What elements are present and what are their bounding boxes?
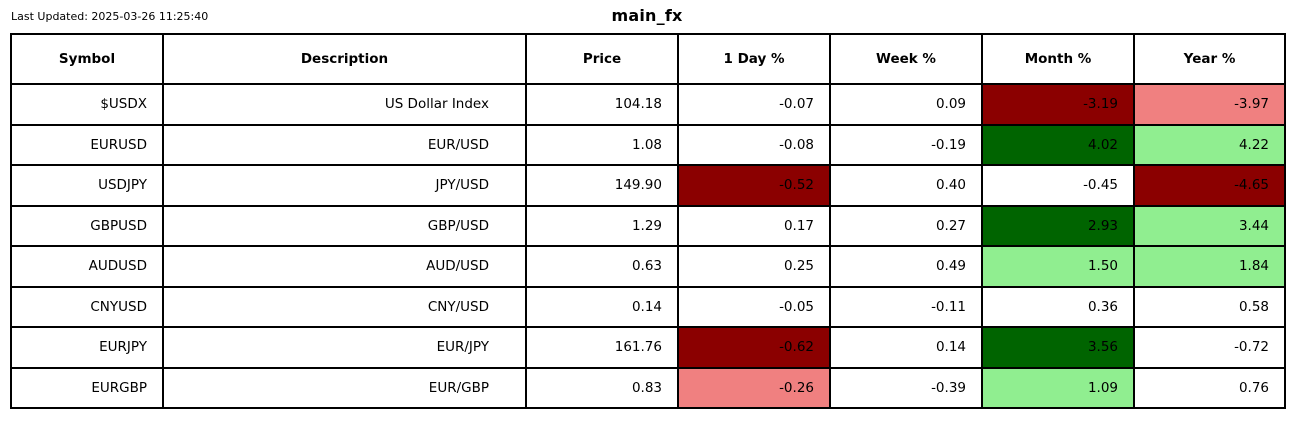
table-cell: 161.76	[525, 326, 679, 369]
table-cell: AUDUSD	[10, 245, 164, 288]
table-cell: 1.08	[525, 123, 679, 166]
header-row: Symbol Description Price 1 Day % Week % Month…	[10, 33, 1286, 85]
table-cell: 0.25	[677, 245, 831, 288]
table-cell: 0.14	[829, 326, 983, 369]
table-cell: 149.90	[525, 164, 679, 207]
table-cell: -0.07	[677, 83, 831, 126]
table-cell: $USDX	[10, 83, 164, 126]
table-cell: 1.50	[981, 245, 1135, 288]
table-cell: EUR/GBP	[162, 366, 527, 409]
table-cell: EURGBP	[10, 366, 164, 409]
table-cell: -0.62	[677, 326, 831, 369]
table-cell: -0.45	[981, 164, 1135, 207]
table-cell: -3.19	[981, 83, 1135, 126]
column-header-week-: Week %	[829, 33, 983, 85]
table-cell: 1.84	[1133, 245, 1286, 288]
figure-title: main_fx	[611, 6, 683, 25]
table-row: USDJPY JPY/USD 149.90 -0.52 0.40 -0.45 -4.65	[10, 164, 1286, 207]
table-row: CNYUSD CNY/USD 0.14 -0.05 -0.11 0.36 0.58	[10, 285, 1286, 328]
table-row: GBPUSD GBP/USD 1.29 0.17 0.27 2.93 3.44	[10, 204, 1286, 247]
table-cell: AUD/USD	[162, 245, 527, 288]
table-cell: -0.05	[677, 285, 831, 328]
table-cell: JPY/USD	[162, 164, 527, 207]
table-cell: EUR/JPY	[162, 326, 527, 369]
table-cell: EURJPY	[10, 326, 164, 369]
table-cell: 0.17	[677, 204, 831, 247]
table-row: AUDUSD AUD/USD 0.63 0.25 0.49 1.50 1.84	[10, 245, 1286, 288]
table-cell: CNYUSD	[10, 285, 164, 328]
table-cell: 0.27	[829, 204, 983, 247]
table-cell: GBP/USD	[162, 204, 527, 247]
column-header-month-: Month %	[981, 33, 1135, 85]
table-cell: 4.22	[1133, 123, 1286, 166]
table-cell: 0.36	[981, 285, 1135, 328]
table-cell: 1.09	[981, 366, 1135, 409]
column-header-symbol: Symbol	[10, 33, 164, 85]
table-cell: -0.39	[829, 366, 983, 409]
column-header-description: Description	[162, 33, 527, 85]
table-cell: 3.44	[1133, 204, 1286, 247]
table-body: $USDX US Dollar Index 104.18 -0.07 0.09 -3.19…	[10, 83, 1286, 409]
table-cell: -3.97	[1133, 83, 1286, 126]
table-cell: CNY/USD	[162, 285, 527, 328]
table-cell: 0.40	[829, 164, 983, 207]
table-cell: 104.18	[525, 83, 679, 126]
table-cell: 0.14	[525, 285, 679, 328]
table-cell: -0.19	[829, 123, 983, 166]
table-cell: 0.83	[525, 366, 679, 409]
table-cell: -0.08	[677, 123, 831, 166]
column-header-year-: Year %	[1133, 33, 1286, 85]
table-row: EURUSD EUR/USD 1.08 -0.08 -0.19 4.02 4.22	[10, 123, 1286, 166]
table-cell: -4.65	[1133, 164, 1286, 207]
table-cell: 4.02	[981, 123, 1135, 166]
table-cell: 0.63	[525, 245, 679, 288]
table-cell: GBPUSD	[10, 204, 164, 247]
table-cell: 0.76	[1133, 366, 1286, 409]
table-cell: -0.52	[677, 164, 831, 207]
table-row: $USDX US Dollar Index 104.18 -0.07 0.09 -3.19…	[10, 83, 1286, 126]
table-cell: EUR/USD	[162, 123, 527, 166]
table-cell: 3.56	[981, 326, 1135, 369]
table-cell: EURUSD	[10, 123, 164, 166]
table-row: EURGBP EUR/GBP 0.83 -0.26 -0.39 1.09 0.76	[10, 366, 1286, 409]
column-header-1-day-: 1 Day %	[677, 33, 831, 85]
last-updated-label: Last Updated: 2025-03-26 11:25:40	[11, 10, 209, 23]
table-row: EURJPY EUR/JPY 161.76 -0.62 0.14 3.56 -0.72	[10, 326, 1286, 369]
table-cell: 0.58	[1133, 285, 1286, 328]
table-cell: -0.72	[1133, 326, 1286, 369]
table-cell: US Dollar Index	[162, 83, 527, 126]
table-cell: 1.29	[525, 204, 679, 247]
table-cell: USDJPY	[10, 164, 164, 207]
fx-quotes-table: Symbol Description Price 1 Day % Week % Month…	[10, 33, 1286, 409]
table-cell: -0.26	[677, 366, 831, 409]
table-cell: -0.11	[829, 285, 983, 328]
column-header-price: Price	[525, 33, 679, 85]
table-cell: 0.09	[829, 83, 983, 126]
table-cell: 0.49	[829, 245, 983, 288]
table-cell: 2.93	[981, 204, 1135, 247]
